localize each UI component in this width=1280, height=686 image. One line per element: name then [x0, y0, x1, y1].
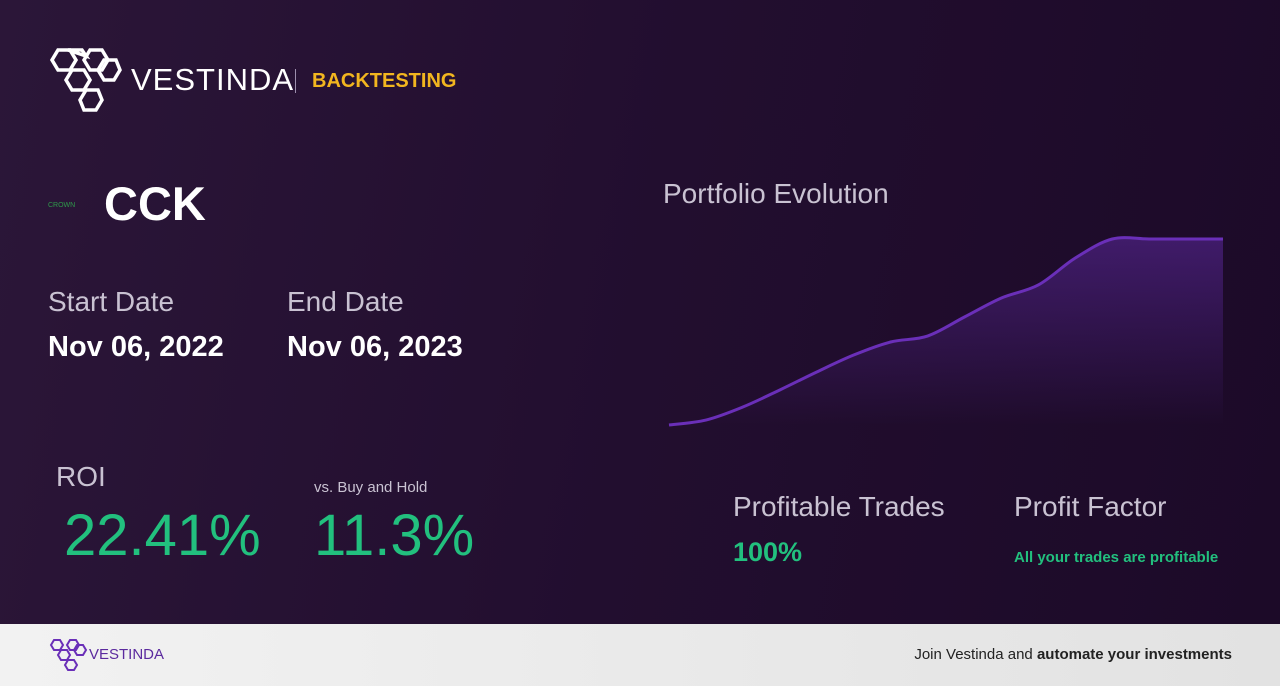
roi-label: ROI	[56, 461, 106, 492]
footer-cta: Join Vestinda and automate your investme…	[914, 646, 1232, 663]
buy-hold-label: vs. Buy and Hold	[314, 479, 428, 496]
logo-icon	[49, 48, 122, 112]
area	[669, 237, 1223, 425]
start-label: Start Date	[48, 286, 175, 317]
footer: VESTINDA Join Vestinda and automate your…	[0, 624, 1280, 686]
end-label: End Date	[287, 286, 404, 317]
footer-brand: VESTINDA	[89, 646, 165, 663]
profitable-value: 100%	[733, 537, 803, 567]
profitable-label: Profitable Trades	[733, 491, 945, 522]
roi-value: 22.41%	[64, 503, 261, 568]
divider	[295, 69, 296, 93]
footer-logo-icon	[49, 639, 88, 671]
footer-text: Join Vestinda and	[914, 646, 1033, 663]
buy-hold-value: 11.3%	[314, 503, 475, 568]
footer-bold: automate your investments	[1036, 646, 1232, 663]
line	[668, 236, 1223, 427]
chart-title: Portfolio Evolution	[663, 178, 889, 209]
brand: VESTINDA	[131, 62, 295, 97]
chart	[668, 236, 1223, 427]
start-value: Nov 06, 2022	[48, 331, 224, 363]
asset-logo: CROWN	[48, 202, 76, 209]
section: BACKTESTING	[312, 70, 457, 92]
ticker: CCK	[104, 177, 206, 230]
profit-factor-label: Profit Factor	[1014, 491, 1167, 522]
end-value: Nov 06, 2023	[287, 331, 463, 363]
profit-factor-note: All your trades are profitable	[1014, 549, 1219, 566]
